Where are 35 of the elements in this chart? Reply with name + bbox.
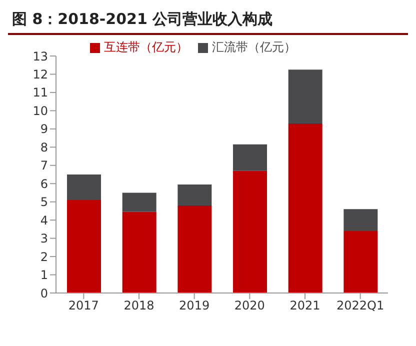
x-tick-label: 2019	[179, 298, 210, 313]
y-tick-label: 6	[40, 176, 48, 191]
x-tick-label: 2022Q1	[336, 298, 384, 313]
bar	[233, 170, 267, 293]
x-tick-label: 2018	[124, 298, 154, 313]
x-tick-label: 2017	[68, 298, 99, 313]
y-tick-label: 11	[32, 86, 48, 100]
y-tick-label: 8	[40, 140, 48, 154]
legend-label: 汇流带（亿元）	[212, 40, 296, 54]
y-tick-label: 0	[40, 286, 48, 300]
x-tick-label: 2021	[290, 298, 320, 313]
bar	[122, 192, 156, 212]
y-tick-label: 3	[40, 232, 48, 246]
bar	[344, 231, 378, 293]
bar	[67, 174, 101, 200]
y-tick-label: 13	[32, 49, 48, 64]
y-tick-label: 9	[40, 122, 48, 136]
y-tick-label: 10	[32, 104, 48, 118]
bar	[122, 212, 156, 293]
legend-label: 互连带（亿元）	[104, 40, 188, 54]
y-tick-label: 12	[32, 67, 48, 82]
y-tick-label: 4	[40, 213, 48, 228]
y-tick-label: 1	[40, 268, 48, 282]
bar	[233, 144, 267, 171]
bar	[288, 123, 322, 293]
y-tick-label: 5	[40, 195, 48, 210]
bar	[178, 205, 212, 293]
bar	[288, 70, 322, 124]
x-tick-label: 2020	[234, 298, 265, 313]
chart-title: 图 8：2018-2021 公司营业收入构成	[8, 8, 408, 35]
bar	[67, 200, 101, 293]
bar	[344, 209, 378, 232]
y-tick-label: 2	[40, 250, 48, 264]
bar	[178, 184, 212, 206]
y-tick-label: 7	[40, 158, 48, 173]
